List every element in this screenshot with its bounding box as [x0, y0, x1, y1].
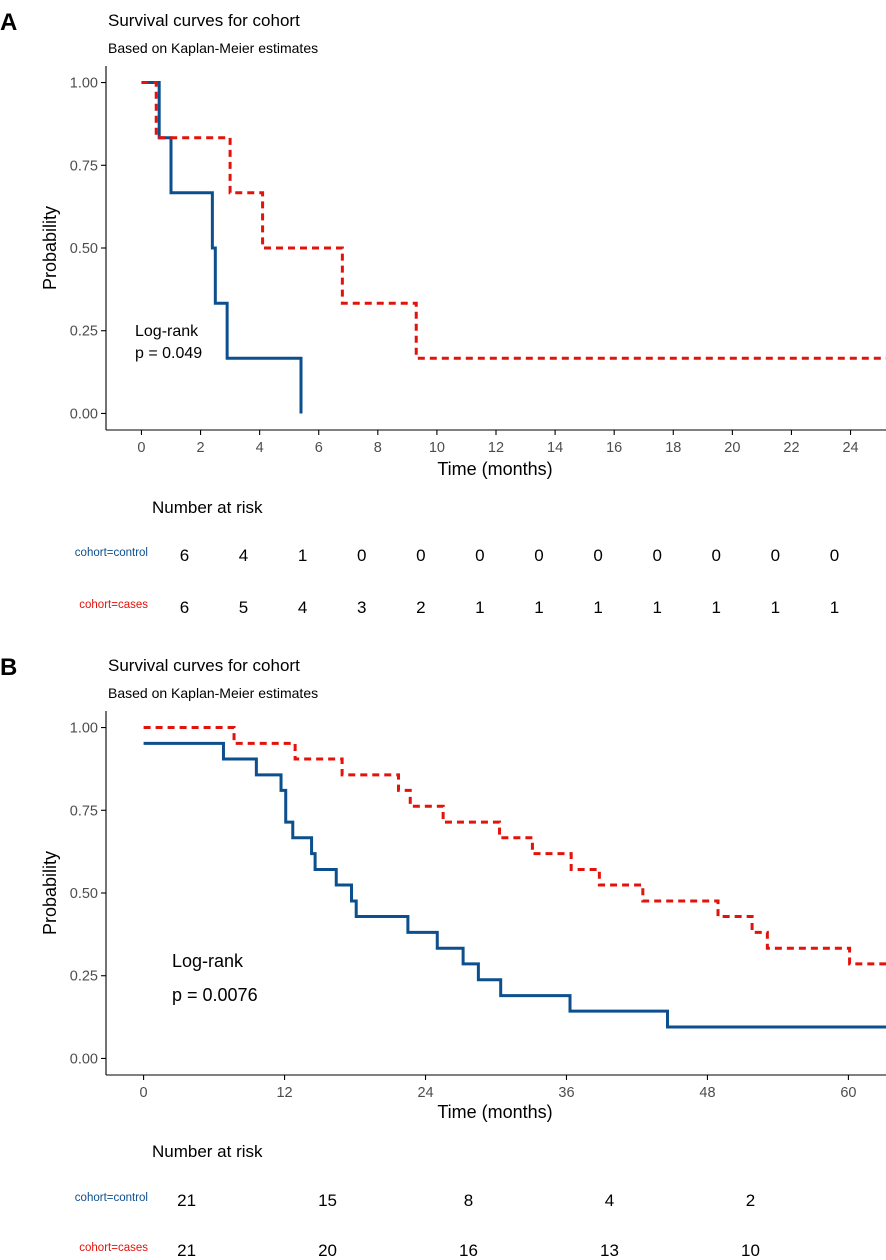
panel-a-annotation-line1: Log-rank [135, 323, 199, 340]
panel-a-xlabel: Time (months) [437, 459, 552, 479]
risk-value: 4 [239, 546, 248, 565]
risk-value: 1 [593, 598, 602, 617]
panel-a-risk-table: cohort=control6410000000000cohort=cases6… [75, 546, 839, 617]
risk-value: 1 [712, 598, 721, 617]
y-tick-label: 0.25 [70, 324, 98, 340]
panel-a-risk-title: Number at risk [152, 498, 263, 517]
panel-b-annotation-line2: p = 0.0076 [172, 985, 258, 1005]
y-tick-label: 0.50 [70, 886, 98, 902]
risk-value: 6 [180, 546, 189, 565]
risk-value: 8 [464, 1191, 473, 1210]
risk-value: 0 [652, 546, 661, 565]
risk-value: 0 [534, 546, 543, 565]
x-tick-label: 10 [429, 440, 445, 456]
x-tick-label: 6 [315, 440, 323, 456]
panel-b-title: Survival curves for cohort [108, 656, 300, 675]
x-tick-label: 60 [840, 1085, 856, 1101]
risk-value: 2 [746, 1191, 755, 1210]
x-tick-label: 20 [724, 440, 740, 456]
risk-value: 0 [416, 546, 425, 565]
y-tick-label: 0.75 [70, 803, 98, 819]
risk-row-label-control: cohort=control [75, 547, 148, 559]
y-tick-label: 0.50 [70, 241, 98, 257]
x-tick-label: 8 [374, 440, 382, 456]
y-tick-label: 0.00 [70, 406, 98, 422]
panel-a: A Survival curves for cohort Based on Ka… [0, 9, 886, 617]
y-tick-label: 0.00 [70, 1051, 98, 1067]
panel-a-subtitle: Based on Kaplan-Meier estimates [108, 40, 318, 56]
panel-a-title: Survival curves for cohort [108, 11, 300, 30]
cases-curve [141, 81, 886, 360]
risk-value: 0 [593, 546, 602, 565]
x-tick-label: 18 [665, 440, 681, 456]
panel-b-axes: 0.00 0.25 0.50 0.75 1.00 0 12 24 36 48 60 [70, 711, 886, 1101]
y-tick-label: 0.75 [70, 158, 98, 174]
x-tick-label: 0 [140, 1085, 148, 1101]
risk-value: 1 [652, 598, 661, 617]
x-tick-label: 12 [276, 1085, 292, 1101]
risk-value: 6 [180, 598, 189, 617]
x-tick-label: 14 [547, 440, 563, 456]
x-tick-label: 24 [417, 1085, 433, 1101]
risk-value: 15 [318, 1191, 337, 1210]
risk-value: 0 [357, 546, 366, 565]
x-tick-label: 2 [197, 440, 205, 456]
risk-value: 13 [600, 1241, 619, 1260]
panel-a-ylabel: Probability [40, 206, 60, 290]
risk-value: 4 [605, 1191, 614, 1210]
panel-b-risk-title: Number at risk [152, 1142, 263, 1161]
x-tick-label: 24 [842, 440, 858, 456]
risk-value: 3 [357, 598, 366, 617]
x-tick-label: 12 [488, 440, 504, 456]
risk-row-label-control: cohort=control [75, 1192, 148, 1204]
panel-a-annotation-line2: p = 0.049 [135, 345, 202, 362]
panel-b: B Survival curves for cohort Based on Ka… [0, 654, 886, 1260]
risk-value: 1 [771, 598, 780, 617]
panel-b-label: B [0, 654, 17, 681]
panel-b-risk-table: cohort=control21158422cohort=cases212016… [75, 1191, 760, 1260]
risk-value: 1 [534, 598, 543, 617]
x-tick-label: 0 [137, 440, 145, 456]
panel-b-ylabel: Probability [40, 851, 60, 935]
panel-a-axes: 0.000.250.500.751.000 2 4 6 8 10 12 14 16 18 20 22 2… [70, 66, 886, 456]
risk-value: 4 [298, 598, 307, 617]
cases-curve [143, 726, 886, 966]
panel-b-xlabel: Time (months) [437, 1102, 552, 1122]
risk-value: 20 [318, 1241, 337, 1260]
y-tick-label: 1.00 [70, 76, 98, 92]
risk-value: 1 [830, 598, 839, 617]
risk-value: 5 [239, 598, 248, 617]
risk-value: 21 [177, 1191, 196, 1210]
risk-value: 0 [475, 546, 484, 565]
panel-b-annotation-line1: Log-rank [172, 951, 244, 971]
risk-value: 1 [475, 598, 484, 617]
x-tick-label: 4 [256, 440, 264, 456]
panel-a-curves [141, 81, 886, 414]
y-tick-label: 0.25 [70, 969, 98, 985]
risk-value: 16 [459, 1241, 478, 1260]
panel-b-curves [143, 726, 886, 1029]
y-tick-label: 1.00 [70, 721, 98, 737]
x-tick-label: 36 [558, 1085, 574, 1101]
control-curve [143, 741, 886, 1029]
risk-value: 10 [741, 1241, 760, 1260]
risk-value: 0 [712, 546, 721, 565]
risk-value: 0 [771, 546, 780, 565]
x-tick-label: 48 [699, 1085, 715, 1101]
panel-a-label: A [0, 9, 17, 36]
risk-value: 0 [830, 546, 839, 565]
x-tick-label: 22 [783, 440, 799, 456]
risk-value: 2 [416, 598, 425, 617]
risk-value: 1 [298, 546, 307, 565]
panel-b-subtitle: Based on Kaplan-Meier estimates [108, 685, 318, 701]
risk-row-label-cases: cohort=cases [79, 1242, 148, 1254]
risk-value: 21 [177, 1241, 196, 1260]
risk-row-label-cases: cohort=cases [79, 599, 148, 611]
x-tick-label: 16 [606, 440, 622, 456]
